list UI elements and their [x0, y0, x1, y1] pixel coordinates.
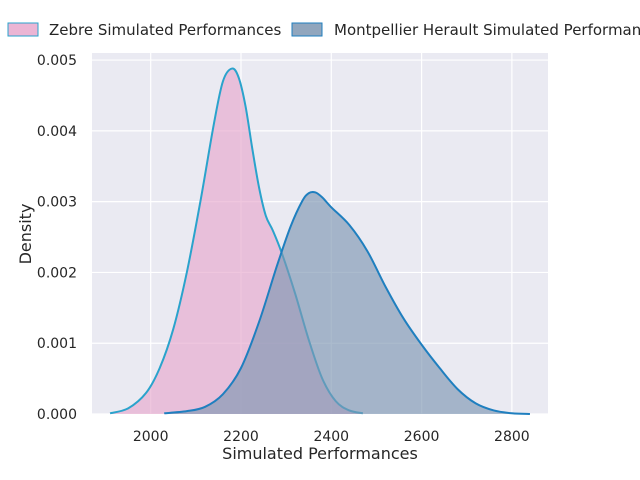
x-tick-label: 2400	[313, 429, 349, 445]
legend-item-montpellier: Montpellier Herault Simulated Performanc…	[291, 21, 640, 39]
x-tick-label: 2600	[404, 429, 440, 445]
y-tick-label: 0.005	[37, 53, 77, 69]
density-fill-montpellier	[164, 191, 530, 414]
y-tick-label: 0.002	[37, 265, 77, 281]
legend-label-montpellier: Montpellier Herault Simulated Performanc…	[334, 21, 640, 39]
legend-swatch-zebre	[7, 22, 39, 37]
y-ticks: 0.000 0.001 0.002 0.003 0.004 0.005	[37, 53, 77, 423]
y-tick-label: 0.001	[37, 336, 77, 352]
legend-label-zebre: Zebre Simulated Performances	[49, 21, 281, 39]
y-tick-label: 0.004	[37, 124, 77, 140]
legend-swatch-montpellier	[291, 22, 323, 37]
legend-item-zebre: Zebre Simulated Performances	[7, 21, 281, 39]
x-axis-label: Simulated Performances	[222, 444, 418, 463]
density-line-montpellier	[164, 190, 530, 415]
y-tick-label: 0.003	[37, 195, 77, 211]
y-tick-label: 0.000	[37, 407, 77, 423]
x-tick-label: 2000	[133, 429, 169, 445]
x-tick-label: 2200	[223, 429, 259, 445]
legend: Zebre Simulated Performances Montpellier…	[7, 21, 640, 39]
x-ticks: 2000 2200 2400 2600 2800	[133, 429, 530, 445]
x-tick-label: 2800	[494, 429, 530, 445]
density-areas	[109, 67, 530, 415]
y-axis-label: Density	[16, 204, 35, 265]
